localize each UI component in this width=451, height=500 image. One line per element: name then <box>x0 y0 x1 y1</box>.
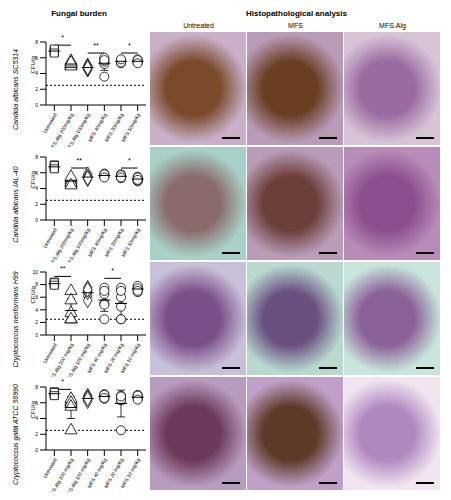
svg-text:6: 6 <box>35 54 38 61</box>
svg-text:MFS 20 mg/Kg: MFS 20 mg/Kg <box>102 342 125 374</box>
svg-text:4: 4 <box>35 185 38 192</box>
svg-text:0: 0 <box>35 102 38 108</box>
svg-text:CFU/g: CFU/g <box>30 171 36 188</box>
svg-text:CFU/g: CFU/g <box>30 286 36 303</box>
svg-text:MFS 10mg/Kg: MFS 10mg/Kg <box>120 112 141 143</box>
svg-text:CFU/g: CFU/g <box>30 56 36 73</box>
svg-text:8: 8 <box>35 39 38 45</box>
svg-text:MFS 10 mg/Kg: MFS 10 mg/Kg <box>119 457 141 489</box>
svg-text:MFS 40 mg/Kg: MFS 40 mg/Kg <box>85 342 108 374</box>
svg-text:Untreated: Untreated <box>42 227 58 249</box>
svg-text:MFS 40mg/Kg: MFS 40mg/Kg <box>86 227 108 258</box>
html-text:Fungal burden: Fungal burden <box>51 9 107 18</box>
svg-text:Untreated: Untreated <box>42 342 58 364</box>
svg-text:6: 6 <box>35 294 38 300</box>
svg-text:4: 4 <box>35 70 38 77</box>
svg-text:MFS 10 mg/Kg: MFS 10 mg/Kg <box>119 342 141 374</box>
svg-text:MFS 20mg/Kg: MFS 20mg/Kg <box>103 227 125 258</box>
svg-text:MFS 10mg/Kg: MFS 10mg/Kg <box>120 227 141 258</box>
svg-text:Candida albicans SC5314: Candida albicans SC5314 <box>12 49 19 130</box>
svg-text:*: * <box>128 157 131 164</box>
svg-text:2: 2 <box>35 201 38 207</box>
svg-text:MFS.Alg 100mg/Kg: MFS.Alg 100mg/Kg <box>64 227 91 262</box>
svg-text:Untreated: Untreated <box>42 112 58 134</box>
svg-text:*: * <box>111 267 114 274</box>
svg-text:Cryptococcus neoformans H99: Cryptococcus neoformans H99 <box>12 271 20 367</box>
svg-text:8: 8 <box>35 281 38 288</box>
svg-text:*: * <box>61 378 64 385</box>
svg-text:10: 10 <box>32 269 38 275</box>
svg-text:0: 0 <box>35 447 38 453</box>
svg-text:8: 8 <box>35 154 38 160</box>
svg-text:*: * <box>61 34 64 41</box>
svg-text:2: 2 <box>35 431 38 437</box>
svg-text:**: ** <box>77 157 83 164</box>
svg-text:Untreated: Untreated <box>42 457 58 479</box>
html-text:Untreated: Untreated <box>183 22 214 29</box>
svg-text:6: 6 <box>35 169 38 176</box>
svg-text:MFS 20mg/Kg: MFS 20mg/Kg <box>103 112 125 143</box>
svg-text:**: ** <box>60 265 66 272</box>
svg-text:6: 6 <box>35 399 38 406</box>
svg-text:MFS 40mg/Kg: MFS 40mg/Kg <box>86 112 108 143</box>
svg-text:Cryptococcus gattii ATCC 56990: Cryptococcus gattii ATCC 56990 <box>12 384 20 485</box>
svg-text:4: 4 <box>35 415 38 422</box>
svg-text:2: 2 <box>35 86 38 92</box>
svg-text:0: 0 <box>35 332 38 338</box>
html-text:MFS.Alg: MFS.Alg <box>379 22 406 29</box>
svg-text:8: 8 <box>35 384 38 390</box>
html-text:Histopathological analysis: Histopathological analysis <box>246 9 347 18</box>
svg-text:MFS 20 mg/Kg: MFS 20 mg/Kg <box>102 457 125 489</box>
html-text:MFS: MFS <box>288 22 303 29</box>
svg-text:MFS.Alg 100mg/Kg: MFS.Alg 100mg/Kg <box>64 112 91 147</box>
svg-text:CFU/g: CFU/g <box>30 401 36 418</box>
svg-text:Candida albicans IAL-40: Candida albicans IAL-40 <box>12 166 19 242</box>
svg-text:4: 4 <box>35 307 38 313</box>
svg-text:**: ** <box>93 42 99 49</box>
svg-text:*: * <box>128 42 131 49</box>
svg-text:2: 2 <box>35 319 38 325</box>
svg-text:MFS 40 mg/Kg: MFS 40 mg/Kg <box>85 457 108 489</box>
svg-text:0: 0 <box>35 217 38 223</box>
